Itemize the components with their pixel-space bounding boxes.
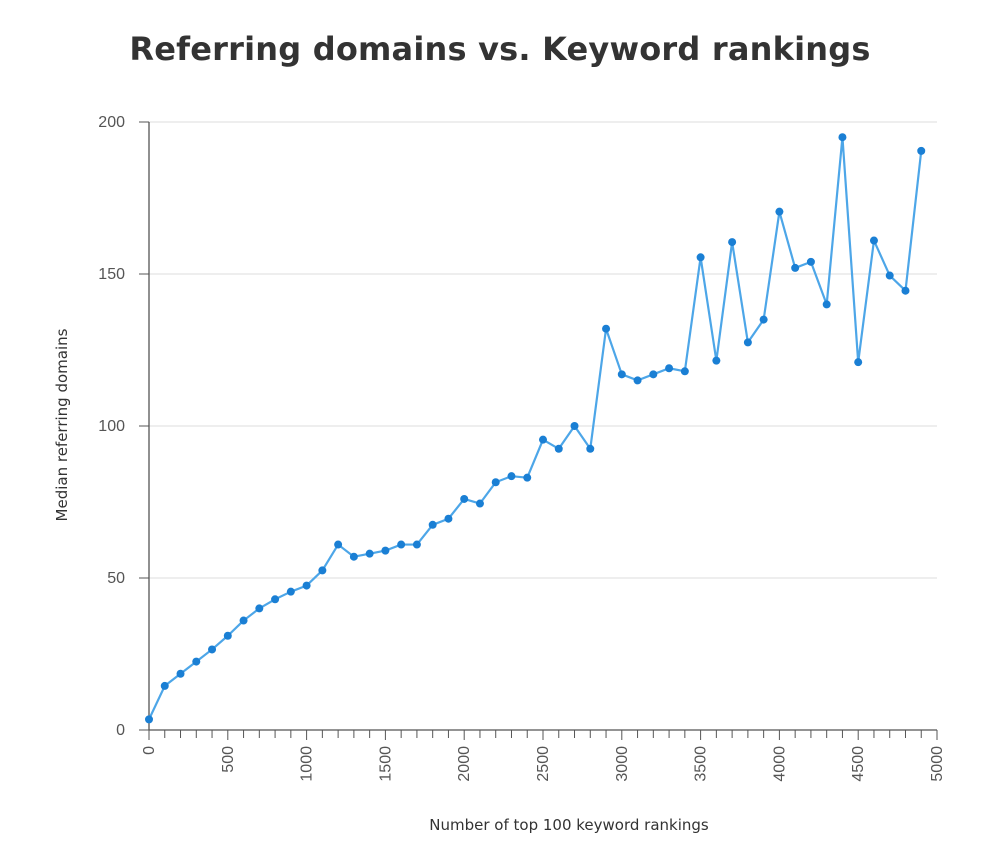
data-point xyxy=(775,207,784,216)
x-tick-label-5000: 5000 xyxy=(929,746,946,782)
data-point xyxy=(649,370,658,379)
x-axis-title: Number of top 100 keyword rankings xyxy=(429,816,709,834)
data-point xyxy=(397,540,406,549)
data-point xyxy=(349,552,358,561)
y-tick-label-150: 150 xyxy=(98,266,125,283)
data-point xyxy=(475,499,484,508)
data-point xyxy=(160,681,169,690)
data-point xyxy=(633,376,642,385)
data-point xyxy=(854,358,863,367)
y-tick-label-200: 200 xyxy=(98,114,125,131)
data-point xyxy=(271,595,280,604)
y-tick-label-0: 0 xyxy=(116,722,125,739)
x-tick-label-4500: 4500 xyxy=(850,746,867,782)
x-tick-label-3500: 3500 xyxy=(693,746,710,782)
data-point xyxy=(381,546,390,555)
data-point xyxy=(586,444,595,453)
y-axis-title: Median referring domains xyxy=(53,328,71,521)
data-point xyxy=(602,324,611,333)
data-point xyxy=(302,581,311,590)
x-tick-label-0: 0 xyxy=(141,746,158,755)
data-point xyxy=(665,364,674,373)
x-tick-label-1000: 1000 xyxy=(299,746,316,782)
data-point xyxy=(176,669,185,678)
data-series xyxy=(145,133,926,724)
x-tick-label-1500: 1500 xyxy=(377,746,394,782)
data-point xyxy=(444,514,453,523)
data-point xyxy=(428,520,437,529)
data-point xyxy=(822,300,831,309)
x-tick-label-4000: 4000 xyxy=(771,746,788,782)
data-point xyxy=(192,657,201,666)
data-point xyxy=(255,604,264,613)
data-point xyxy=(539,435,547,444)
data-point xyxy=(554,444,563,453)
data-point xyxy=(145,715,153,724)
data-point xyxy=(365,549,374,558)
data-point xyxy=(759,315,768,324)
data-point xyxy=(712,356,721,365)
series-line xyxy=(148,136,923,720)
gridlines xyxy=(149,121,937,579)
data-point xyxy=(223,631,232,640)
data-point xyxy=(286,587,295,596)
data-point xyxy=(728,238,737,247)
data-point xyxy=(460,494,469,503)
data-point xyxy=(838,133,847,142)
data-point xyxy=(806,257,815,266)
x-tick-label-2500: 2500 xyxy=(535,746,552,782)
chart-title: Referring domains vs. Keyword rankings xyxy=(129,30,871,68)
data-point xyxy=(885,271,894,280)
x-tick-label-500: 500 xyxy=(220,746,237,773)
data-point xyxy=(334,540,343,549)
data-point xyxy=(869,236,878,245)
data-point xyxy=(743,338,752,347)
data-point xyxy=(680,367,689,376)
x-tick-label-3000: 3000 xyxy=(614,746,631,782)
y-tick-label-50: 50 xyxy=(107,570,125,587)
data-point xyxy=(318,566,327,575)
data-point xyxy=(791,263,800,272)
data-point xyxy=(208,645,217,654)
y-tick-label-100: 100 xyxy=(98,418,125,435)
data-point xyxy=(507,472,516,481)
data-point xyxy=(523,473,532,482)
data-point xyxy=(412,540,421,549)
data-point xyxy=(901,286,910,295)
x-tick-label-2000: 2000 xyxy=(456,746,473,782)
data-point xyxy=(917,146,926,155)
data-point xyxy=(617,370,626,379)
data-point xyxy=(696,253,705,262)
data-point xyxy=(570,422,579,430)
data-point xyxy=(491,478,500,487)
data-point xyxy=(239,616,248,625)
